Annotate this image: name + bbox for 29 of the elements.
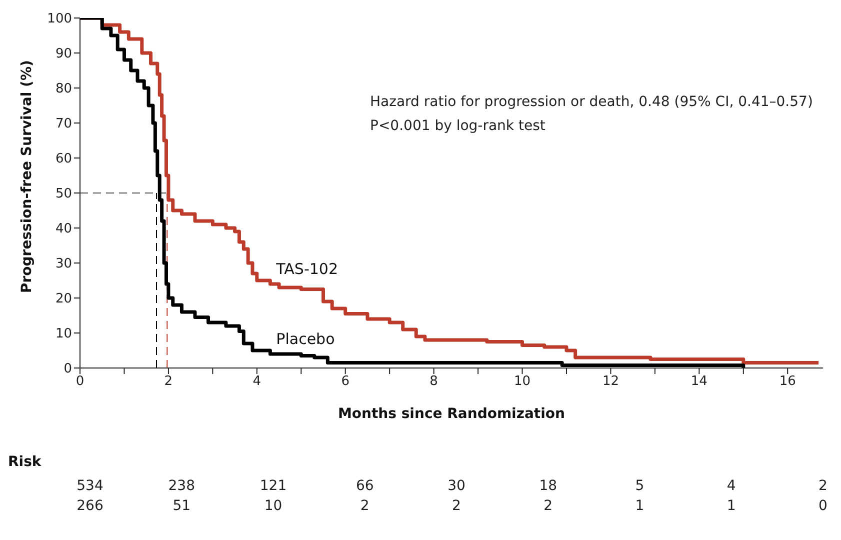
y-tick-label: 10 [55,326,72,342]
y-axis-title: Progression-free Survival (%) [18,60,35,293]
y-tick-label: 100 [47,12,72,27]
y-tick-label: 90 [55,46,72,62]
x-axis-title: Months since Randomization [338,406,566,422]
x-tick-label: 16 [779,374,796,390]
annotation: Hazard ratio for progression or death, 0.48 (95% CI, 0.41–0.57) [370,94,813,110]
text: Risk [8,454,42,470]
series-label: Placebo [276,330,335,348]
y-tick-label: 80 [55,82,72,97]
y-tick-label: 40 [55,222,72,237]
y-tick-label: 30 [55,256,72,272]
x-tick-label: 2 [164,374,173,390]
x-tick-label: 14 [690,374,708,390]
x-tick-label: 8 [430,374,438,390]
x-tick-label: 6 [341,374,350,390]
x-tick-label: 4 [252,374,262,390]
text: 534 238 121 66 30 18 5 4 2 [76,478,828,494]
text: 266 51 10 2 2 2 1 1 0 [76,498,828,514]
annotation: P<0.001 by log-rank test [370,118,546,134]
x-tick-label: 12 [602,374,619,390]
y-tick-label: 20 [55,292,72,307]
y-tick-label: 50 [55,186,72,202]
x-tick-label: 0 [76,374,84,390]
y-tick-label: 70 [55,116,72,132]
y-tick-label: 0 [64,362,72,377]
x-tick-label: 10 [514,374,531,390]
series-label: TAS-102 [275,260,338,278]
y-tick-label: 60 [55,152,72,167]
